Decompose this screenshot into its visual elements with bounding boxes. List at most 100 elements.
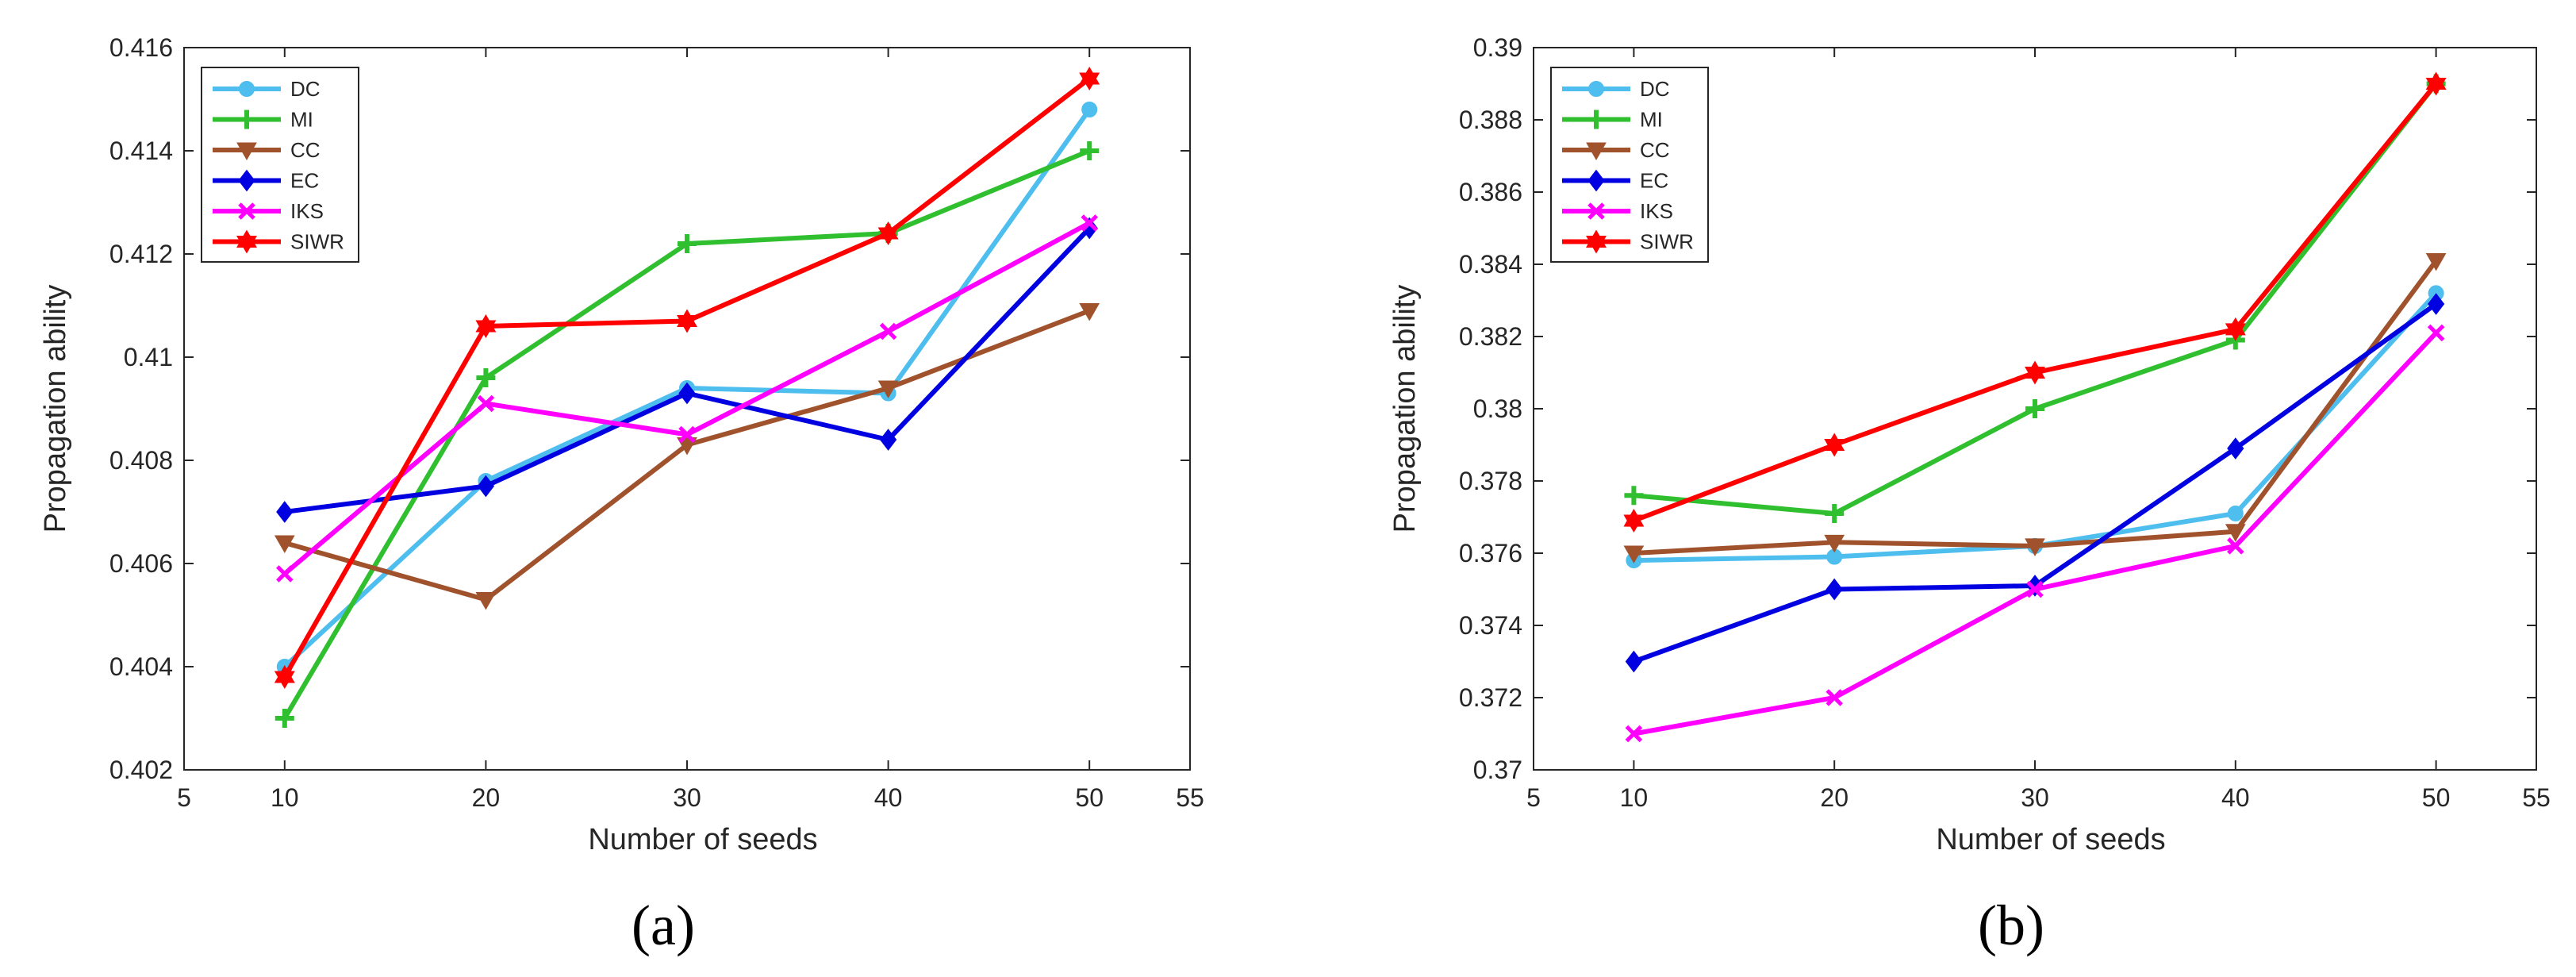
legend-item-dc: DC bbox=[213, 77, 321, 101]
legend-marker bbox=[1586, 142, 1607, 161]
data-point-iks bbox=[1625, 725, 1643, 743]
legend-marker bbox=[236, 229, 257, 254]
y-tick-label: 0.404 bbox=[109, 652, 173, 681]
data-point-ec bbox=[477, 475, 495, 498]
data-point-dc bbox=[2227, 505, 2244, 521]
data-point-iks bbox=[477, 394, 495, 413]
x-tick-label: 20 bbox=[472, 783, 501, 812]
series-ec bbox=[1625, 293, 2445, 673]
legend-item-cc: CC bbox=[213, 138, 321, 162]
series-line-ec bbox=[1633, 302, 2438, 664]
x-tick-label: 55 bbox=[2522, 783, 2551, 812]
panel-caption: (b) bbox=[1978, 894, 2044, 957]
x-tick-label: 40 bbox=[874, 783, 903, 812]
legend-marker bbox=[238, 169, 255, 192]
legend-item-cc: CC bbox=[1562, 138, 1670, 162]
data-point-ec bbox=[1625, 650, 1643, 673]
legend-marker bbox=[238, 202, 255, 220]
y-tick-label: 0.41 bbox=[124, 343, 173, 371]
y-tick-label: 0.412 bbox=[109, 240, 173, 268]
series-iks bbox=[276, 214, 1098, 583]
data-point-cc bbox=[1824, 534, 1845, 553]
legend-label: SIWR bbox=[290, 230, 344, 254]
legend-item-mi: MI bbox=[1562, 108, 1663, 132]
data-point-iks bbox=[2427, 324, 2445, 342]
data-point-siwr bbox=[274, 665, 295, 689]
data-point-mi bbox=[2025, 399, 2044, 418]
legend-marker bbox=[1588, 81, 1604, 97]
data-point-iks bbox=[1081, 214, 1098, 232]
y-tick-label: 0.406 bbox=[109, 549, 173, 578]
series-line-siwr bbox=[1633, 82, 2438, 523]
chart-panel-a: 5 10 20 30 40 50 55 0.402 0.404 0.406 0.408 0.41 0.4… bbox=[39, 33, 1204, 957]
legend-item-ec: EC bbox=[1562, 169, 1668, 193]
y-tick-label: 0.386 bbox=[1459, 178, 1522, 206]
data-point-ec bbox=[678, 382, 696, 405]
legend-item-siwr: SIWR bbox=[213, 230, 344, 254]
data-point-cc bbox=[475, 592, 497, 610]
legend-item-mi: MI bbox=[213, 108, 313, 132]
data-point-ec bbox=[2227, 437, 2244, 460]
data-point-cc bbox=[274, 535, 295, 554]
data-point-ec bbox=[879, 429, 897, 451]
legend-label: EC bbox=[290, 169, 319, 193]
x-tick-label: 30 bbox=[2021, 783, 2049, 812]
data-point-siwr bbox=[877, 221, 899, 245]
data-point-dc bbox=[1081, 102, 1098, 117]
legend-marker bbox=[237, 110, 256, 129]
legend-marker bbox=[1586, 229, 1607, 254]
legend-label: MI bbox=[1640, 108, 1663, 132]
data-point-ec bbox=[1825, 578, 1843, 601]
x-tick-label: 55 bbox=[1176, 783, 1204, 812]
data-point-iks bbox=[2227, 537, 2244, 555]
legend-label: IKS bbox=[290, 199, 324, 223]
legend-marker bbox=[236, 142, 257, 161]
y-tick-label: 0.414 bbox=[109, 137, 173, 165]
data-point-ec bbox=[276, 501, 294, 523]
legend-item-siwr: SIWR bbox=[1562, 230, 1694, 254]
series-siwr bbox=[274, 67, 1100, 689]
y-tick-label: 0.408 bbox=[109, 446, 173, 475]
legend-label: EC bbox=[1640, 169, 1668, 193]
x-tick-label: 20 bbox=[1820, 783, 1849, 812]
x-axis-label: Number of seeds bbox=[1936, 823, 2165, 856]
data-point-siwr bbox=[2025, 360, 2045, 385]
y-tick-label: 0.372 bbox=[1459, 683, 1522, 712]
y-tick-label: 0.376 bbox=[1459, 539, 1522, 567]
legend-marker bbox=[1587, 110, 1606, 129]
data-point-siwr bbox=[475, 314, 497, 338]
legend-marker bbox=[239, 81, 255, 97]
y-axis-label: Propagation ability bbox=[39, 285, 72, 533]
data-point-cc bbox=[2025, 538, 2045, 556]
x-tick-label: 5 bbox=[177, 783, 191, 812]
data-point-cc bbox=[1623, 545, 1645, 564]
legend-label: CC bbox=[1640, 138, 1670, 162]
data-point-mi bbox=[1080, 141, 1100, 160]
y-tick-label: 0.38 bbox=[1473, 394, 1522, 423]
panel-caption: (a) bbox=[632, 894, 695, 957]
x-tick-label: 5 bbox=[1526, 783, 1541, 812]
x-tick-label: 50 bbox=[2422, 783, 2451, 812]
series-cc bbox=[1623, 252, 2447, 564]
legend-box bbox=[1550, 67, 1709, 263]
legend-item-dc: DC bbox=[1562, 77, 1670, 101]
y-tick-label: 0.374 bbox=[1459, 611, 1522, 640]
legend-label: MI bbox=[290, 108, 313, 132]
legend: DC MI CC EC IKS SIWR bbox=[1550, 67, 1709, 263]
x-tick-label: 50 bbox=[1075, 783, 1104, 812]
x-tick-label: 10 bbox=[271, 783, 299, 812]
data-point-iks bbox=[1825, 689, 1843, 706]
legend-label: DC bbox=[290, 77, 321, 101]
legend-label: CC bbox=[290, 138, 321, 162]
data-point-siwr bbox=[1623, 509, 1645, 533]
data-point-cc bbox=[2425, 252, 2447, 271]
x-tick-label: 40 bbox=[2221, 783, 2250, 812]
series-mi bbox=[1624, 74, 2446, 523]
x-tick-label: 30 bbox=[673, 783, 701, 812]
y-tick-label: 0.416 bbox=[109, 33, 173, 62]
data-point-mi bbox=[678, 234, 697, 253]
data-point-siwr bbox=[2425, 71, 2447, 96]
data-point-iks bbox=[879, 322, 897, 340]
series-siwr bbox=[1623, 71, 2447, 533]
y-tick-label: 0.384 bbox=[1459, 250, 1522, 279]
